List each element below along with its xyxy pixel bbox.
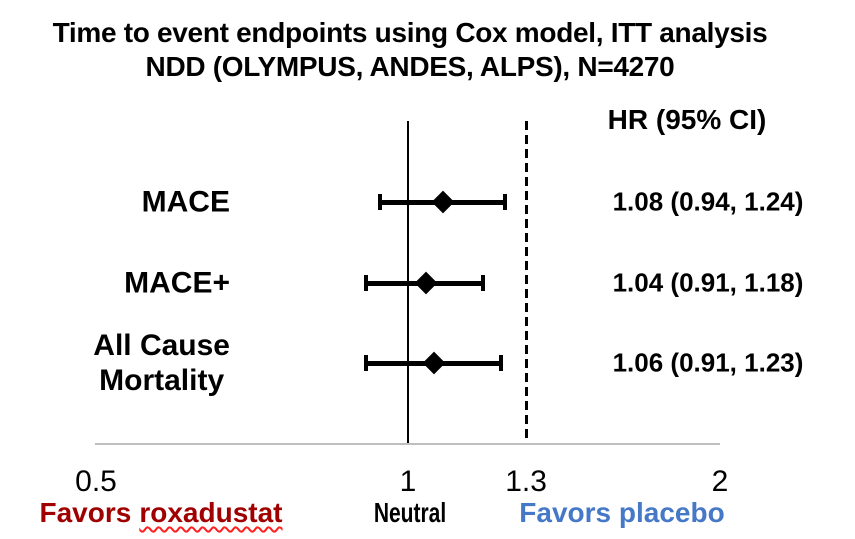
hr-point-diamond xyxy=(431,190,454,214)
row-label: MACE xyxy=(142,185,230,220)
x-axis-tick-label: 2 xyxy=(711,465,729,498)
ci-cap-right xyxy=(499,355,504,371)
hr-column-header: HR (95% CI) xyxy=(607,104,767,135)
favors-left-word: roxadustat xyxy=(139,497,283,528)
x-axis-tick-label: 1.3 xyxy=(505,465,547,498)
row-label: All Cause Mortality xyxy=(93,328,230,398)
row-label-text: All Cause Mortality xyxy=(93,329,230,397)
hr-point-diamond xyxy=(422,351,446,375)
chart-title-line2: NDD (OLYMPUS, ANDES, ALPS), N=4270 xyxy=(145,51,675,82)
row-label-text: MACE xyxy=(141,185,230,219)
row-label-text: MACE+ xyxy=(124,266,230,300)
hr-value-text: 1.08 (0.94, 1.24) xyxy=(612,186,804,217)
row-label: MACE+ xyxy=(124,266,230,301)
chart-title-line1: Time to event endpoints using Cox model,… xyxy=(52,17,768,48)
ci-cap-left xyxy=(378,194,383,210)
neutral-label: Neutral xyxy=(373,497,447,528)
ci-cap-right xyxy=(480,275,485,291)
x-axis-tick-label: 1 xyxy=(399,465,417,498)
ci-cap-left xyxy=(363,355,368,371)
hr-point-diamond xyxy=(414,271,437,295)
favors-left-prefix: Favors xyxy=(39,497,132,528)
ci-cap-left xyxy=(363,275,368,291)
hr-value-text: 1.04 (0.91, 1.18) xyxy=(612,267,804,298)
x-axis-tick-label: 0.5 xyxy=(75,465,117,498)
favors-roxadustat-label: Favors roxadustat xyxy=(40,498,283,528)
favors-placebo-label: Favors placebo xyxy=(519,497,725,528)
chart-title: Time to event endpoints using Cox model,… xyxy=(0,16,820,84)
dashed-reference-line xyxy=(524,121,528,444)
x-axis-line xyxy=(95,443,720,445)
hr-value-text: 1.06 (0.91, 1.23) xyxy=(612,347,804,378)
ci-cap-right xyxy=(502,194,507,210)
